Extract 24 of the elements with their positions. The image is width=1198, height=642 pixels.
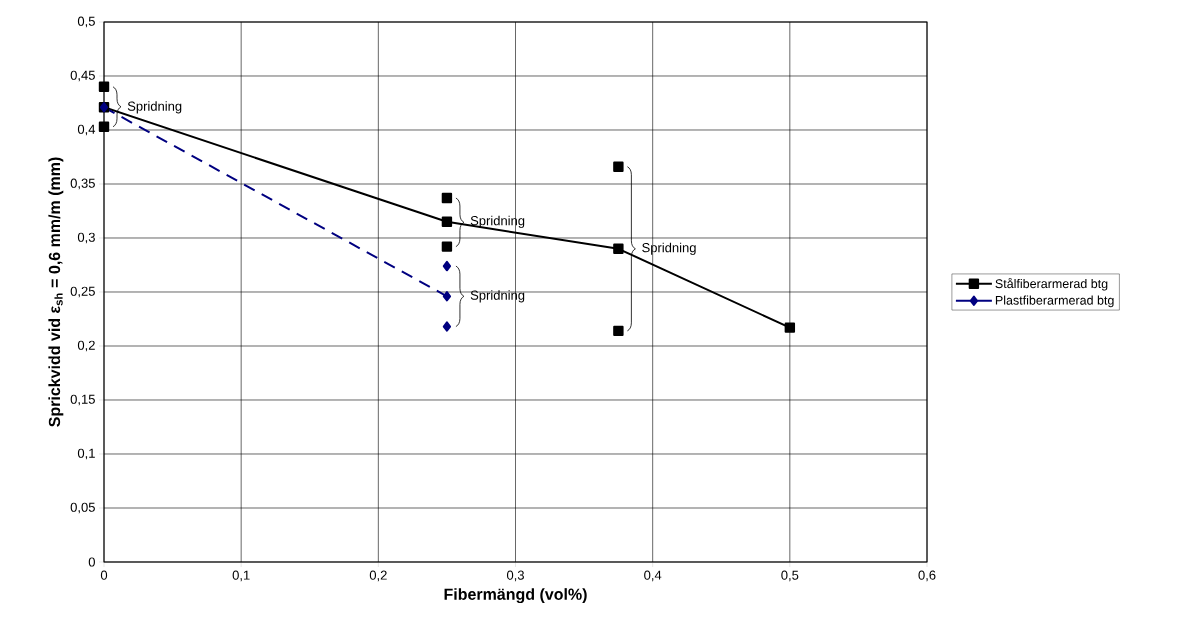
x-tick-label: 0,1	[232, 570, 250, 582]
y-tick-label: 0,35	[70, 178, 95, 190]
x-tick-label: 0,5	[781, 570, 799, 582]
x-tick-label: 0,2	[369, 570, 387, 582]
legend-label: Stålfiberarmerad btg	[995, 277, 1108, 291]
x-axis-title: Fibermängd (vol%)	[444, 588, 587, 604]
y-tick-label: 0,4	[77, 124, 96, 136]
y-tick-label: 0,5	[77, 16, 95, 28]
legend-label: Plastfiberarmerad btg	[995, 295, 1114, 308]
y-tick-label: 0,1	[77, 448, 95, 460]
x-tick-label: 0,4	[644, 570, 662, 582]
annotation: Spridning	[642, 242, 696, 255]
y-tick-label: 0,15	[70, 394, 95, 406]
y-tick-label: 0,2	[77, 340, 95, 352]
x-tick-label: 0,6	[918, 570, 936, 582]
y-axis-title: Sprickvidd vid ε$_{sh}$ = 0,6 mm/m (mm)	[48, 157, 64, 427]
x-tick-label: 0	[100, 570, 108, 580]
y-tick-label: 0,05	[70, 502, 95, 514]
y-tick-label: 0,25	[70, 286, 95, 298]
x-tick-label: 0,3	[506, 570, 524, 582]
y-tick-label: 0,3	[77, 232, 95, 244]
annotation: Spridning	[127, 101, 182, 114]
y-tick-label: 0	[88, 557, 95, 567]
y-tick-label: 0,45	[70, 70, 95, 82]
